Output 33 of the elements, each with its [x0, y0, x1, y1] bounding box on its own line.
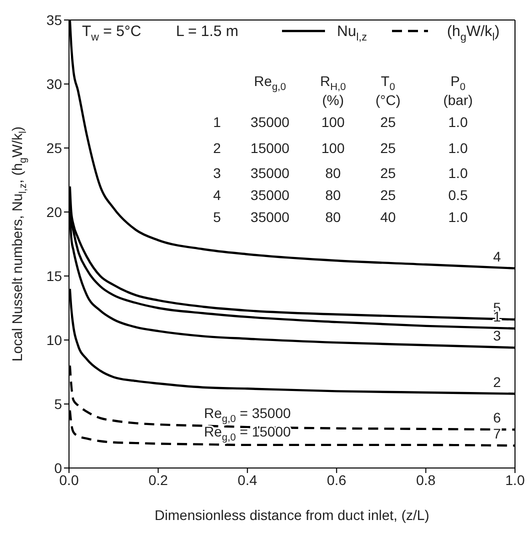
y-tick-label: 10 — [46, 332, 62, 348]
y-tick-label: 25 — [46, 140, 62, 156]
annotation: Re$_{g,0}$ — [254, 73, 286, 94]
annotation: (h$_{g}$W/k$_{l}$) — [447, 23, 500, 44]
annotation: Re$_{g,0}$ = 15000 — [204, 423, 292, 444]
annotation: L = 1.5 m — [176, 23, 238, 40]
x-axis-title: Dimensionless distance from duct inlet, (z/L) — [154, 507, 430, 523]
x-tick-label: 0.6 — [326, 472, 347, 488]
annotation: Nu$_{l,z}$ — [337, 23, 367, 44]
y-tick-label: 35 — [46, 12, 62, 28]
y-tick-label: 30 — [46, 76, 62, 92]
series-label: 7 — [493, 426, 502, 442]
series-label: 6 — [493, 410, 502, 426]
y-tick-label: 5 — [54, 396, 62, 412]
text: 5 35000 80 40 1.0 — [213, 209, 468, 225]
y-tick-label: 15 — [46, 268, 62, 284]
series-label: 2 — [493, 374, 502, 390]
x-tick-label: 0.8 — [416, 472, 436, 488]
text: 1 35000 100 25 1.0 — [213, 114, 468, 130]
annotation: T$_{w}$ = 5°C — [82, 23, 142, 44]
series-label: 4 — [493, 248, 502, 264]
text: 3 35000 80 25 1.0 — [213, 165, 468, 181]
x-tick-label: 0.2 — [148, 472, 168, 488]
text: 2 15000 100 25 1.0 — [213, 140, 468, 156]
annotation: R$_{H,0}$ (%) — [320, 73, 346, 108]
series-label: 3 — [493, 328, 502, 344]
x-tick-label: 1.0 — [505, 472, 525, 488]
annotation: P$_{0}$ (bar) — [443, 73, 473, 108]
annotation: T$_{0}$ (°C) — [375, 73, 401, 108]
annotation: Re$_{g,0}$ = 35000 — [204, 404, 292, 425]
text: 4 35000 80 25 0.5 — [213, 187, 468, 203]
y-tick-label: 20 — [46, 204, 62, 220]
x-tick-label: 0.4 — [238, 472, 258, 488]
